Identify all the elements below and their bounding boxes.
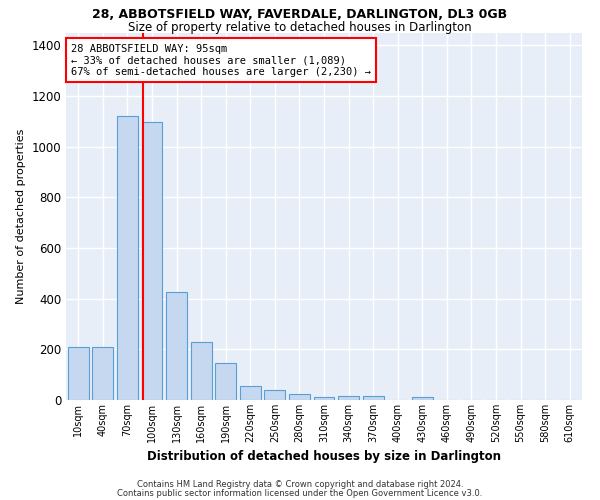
Text: Contains public sector information licensed under the Open Government Licence v3: Contains public sector information licen… [118,489,482,498]
X-axis label: Distribution of detached houses by size in Darlington: Distribution of detached houses by size … [147,450,501,464]
Bar [68,347,89,400]
Bar [166,292,187,400]
Y-axis label: Number of detached properties: Number of detached properties [16,128,26,304]
Bar [92,347,113,400]
Bar [265,390,286,400]
Bar [289,394,310,400]
Text: Size of property relative to detached houses in Darlington: Size of property relative to detached ho… [128,21,472,34]
Bar [142,122,163,400]
Bar [412,397,433,400]
Bar [314,398,334,400]
Bar [338,396,359,400]
Text: 28, ABBOTSFIELD WAY, FAVERDALE, DARLINGTON, DL3 0GB: 28, ABBOTSFIELD WAY, FAVERDALE, DARLINGT… [92,8,508,20]
Bar [240,386,261,400]
Bar [117,116,138,400]
Text: Contains HM Land Registry data © Crown copyright and database right 2024.: Contains HM Land Registry data © Crown c… [137,480,463,489]
Bar [215,363,236,400]
Text: 28 ABBOTSFIELD WAY: 95sqm
← 33% of detached houses are smaller (1,089)
67% of se: 28 ABBOTSFIELD WAY: 95sqm ← 33% of detac… [71,44,371,76]
Bar [362,396,383,400]
Bar [191,342,212,400]
